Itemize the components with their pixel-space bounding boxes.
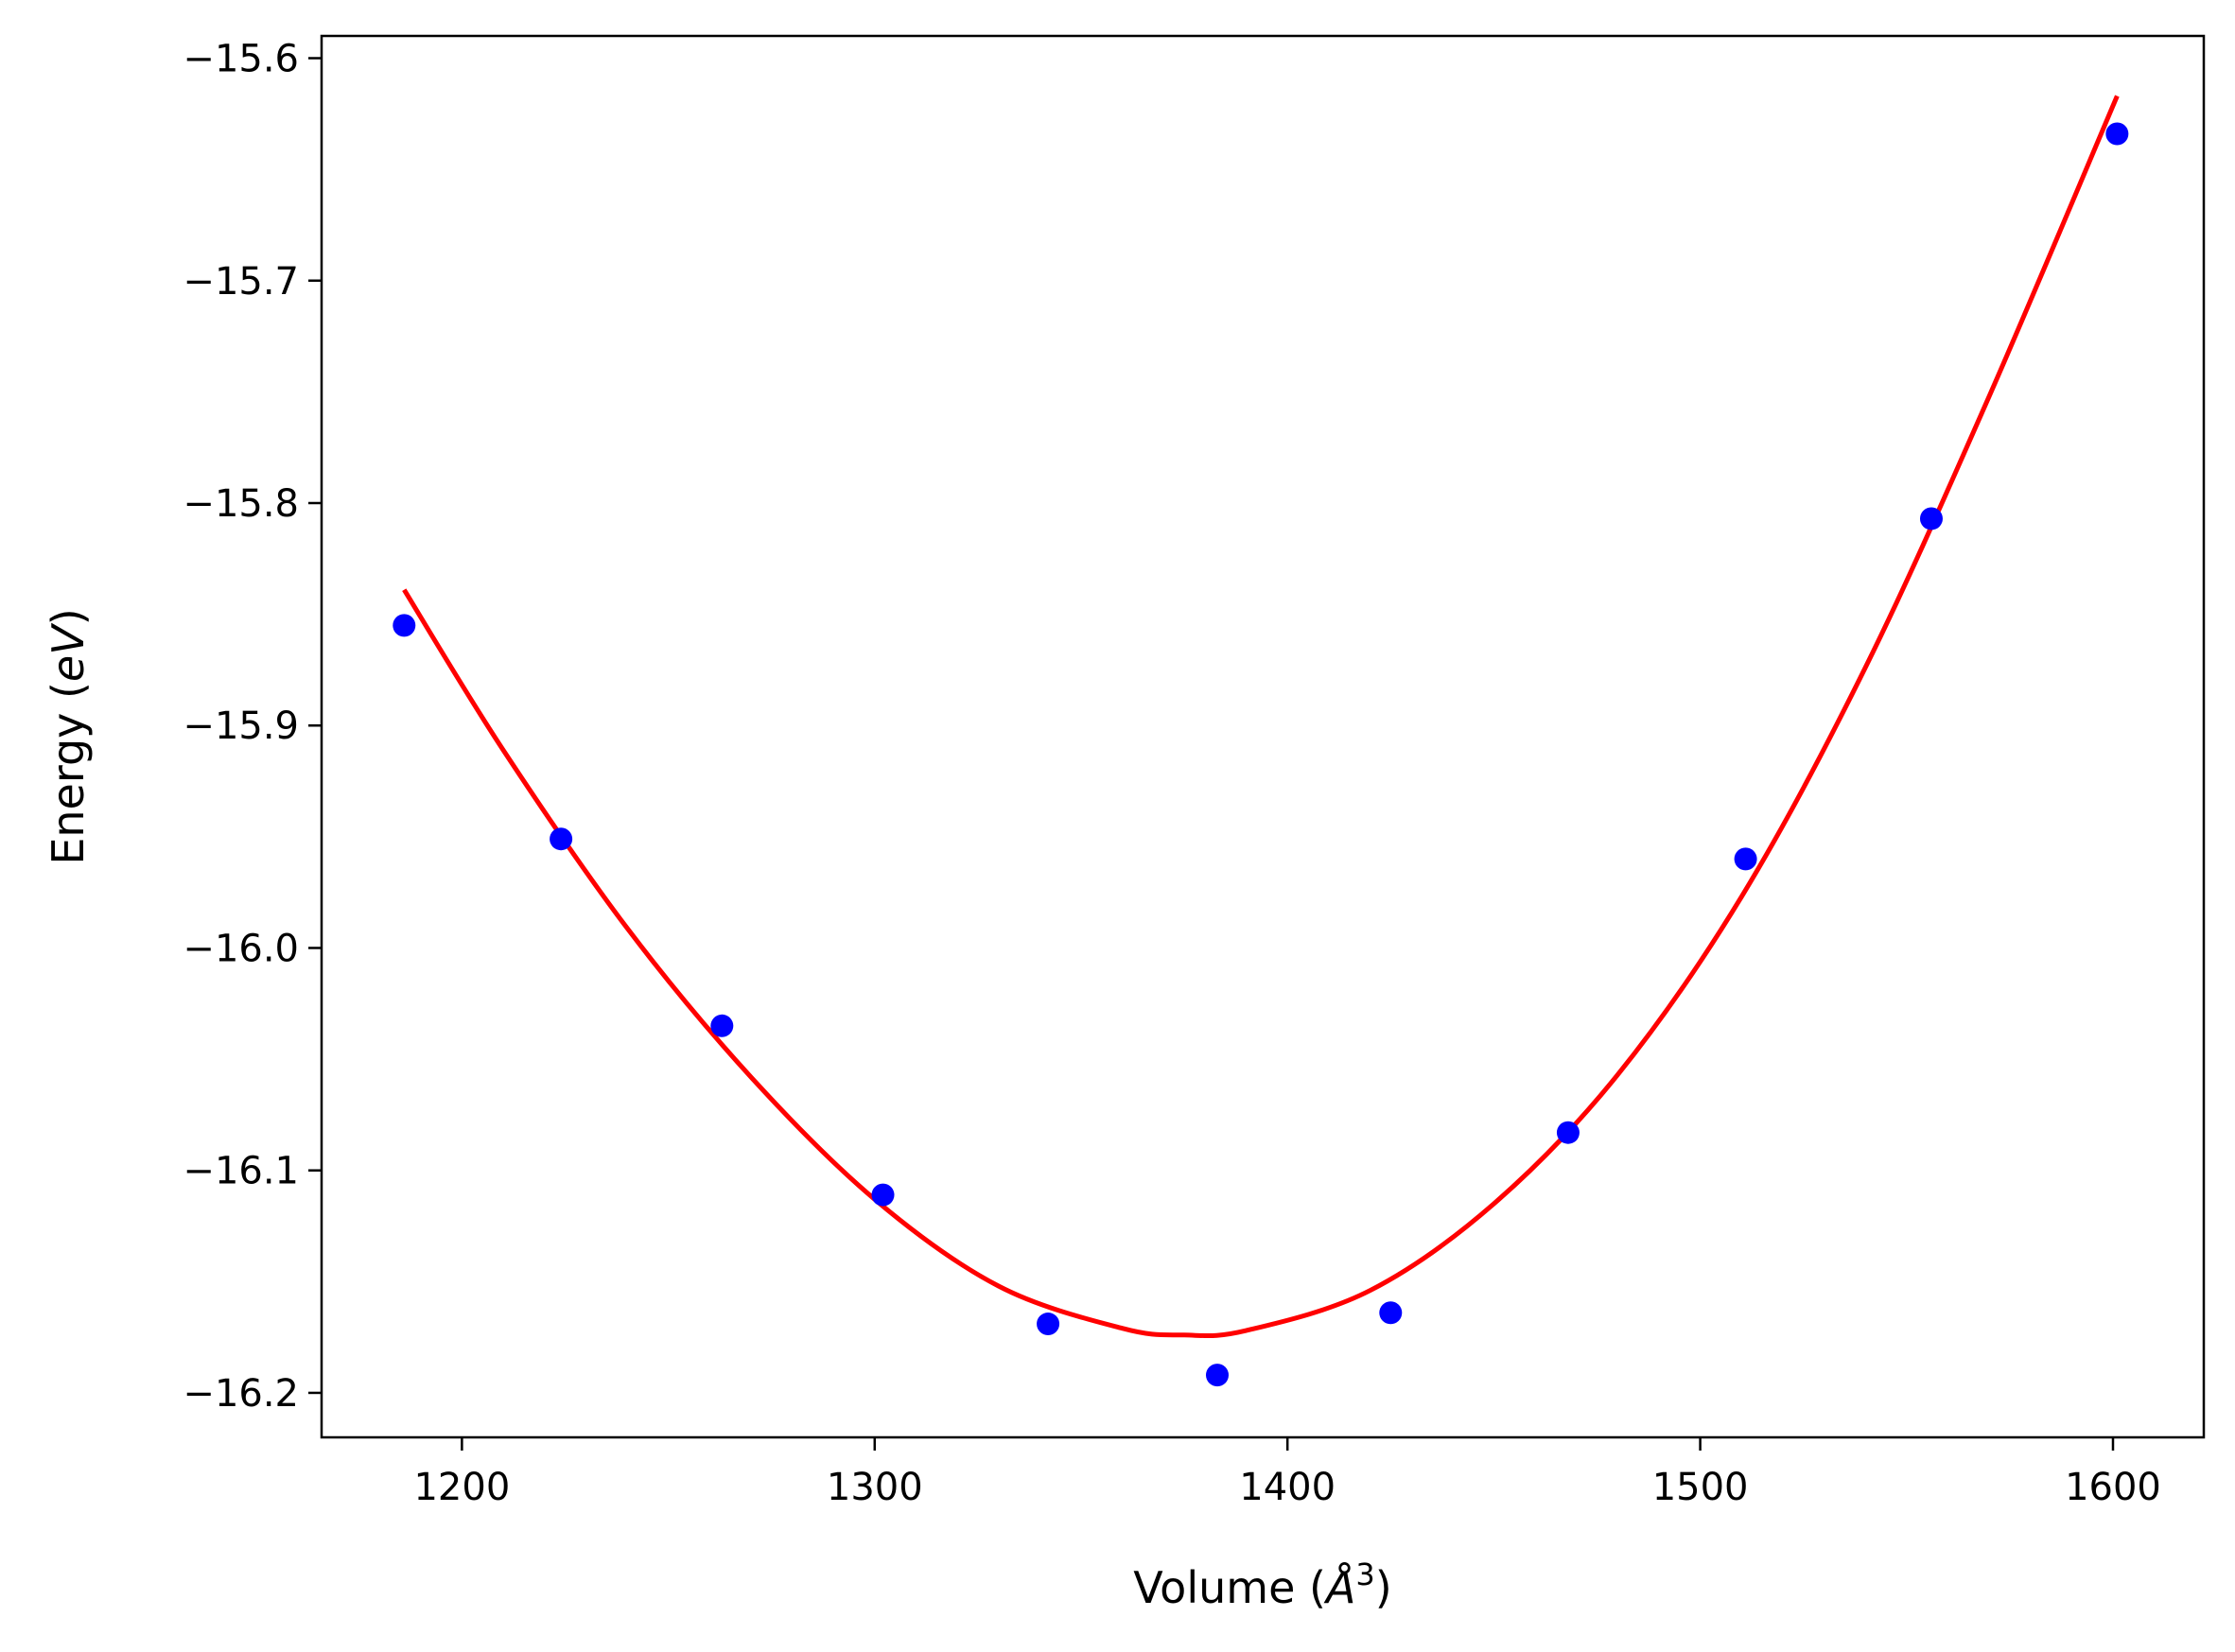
data-point	[710, 1014, 734, 1037]
x-tick-label: 1300	[827, 1466, 923, 1509]
data-point	[550, 827, 573, 851]
y-tick-label: −15.9	[183, 704, 299, 748]
x-tick-label: 1500	[1652, 1466, 1749, 1509]
y-axis-label: Energy (eV)	[43, 608, 94, 864]
x-tick-label: 1200	[413, 1466, 510, 1509]
data-point	[1379, 1301, 1403, 1325]
ticks-layer: 1200 1300 1400 1500 1600 −15.6 −15.7 −15.8 −15.9…	[183, 38, 2160, 1509]
data-point	[1556, 1121, 1580, 1144]
data-point	[1734, 847, 1757, 871]
data-point	[2105, 122, 2129, 146]
points-layer	[393, 122, 2129, 1387]
y-tick-label: −15.7	[183, 260, 299, 304]
data-point	[871, 1183, 895, 1207]
y-tick-label: −16.2	[183, 1372, 299, 1416]
fit-curve	[402, 95, 2120, 1339]
plot-frame	[320, 34, 2206, 1439]
data-point	[1205, 1364, 1229, 1387]
y-tick-label: −16.1	[183, 1150, 299, 1193]
x-tick-label: 1600	[2065, 1466, 2161, 1509]
data-point	[393, 614, 416, 637]
data-point	[1919, 507, 1943, 530]
x-tick-label: 1400	[1239, 1466, 1336, 1509]
y-tick-label: −16.0	[183, 927, 299, 970]
fit-layer	[402, 95, 2120, 1339]
y-tick-label: −15.6	[183, 38, 299, 81]
data-point	[1037, 1313, 1060, 1336]
y-tick-label: −15.8	[183, 482, 299, 526]
x-axis-label: Volume (Å3)	[1133, 1556, 1391, 1613]
